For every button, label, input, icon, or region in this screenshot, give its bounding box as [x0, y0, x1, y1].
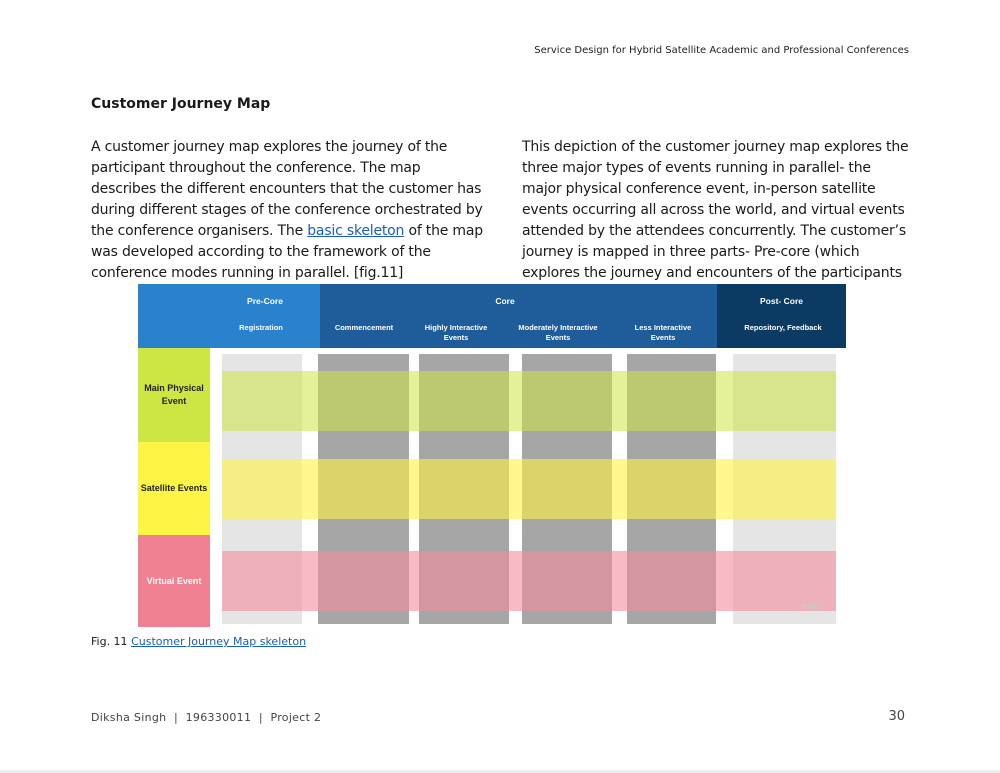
page-bottom-border: [0, 770, 1000, 773]
postcore-header: [717, 284, 846, 348]
main-physical-band: [222, 371, 836, 431]
left-column-text: A customer journey map explores the jour…: [91, 137, 483, 284]
stage-label: Repository, Feedback: [744, 323, 822, 332]
right-column-text: This depiction of the customer journey m…: [522, 139, 909, 281]
running-header: Service Design for Hybrid Satellite Acad…: [534, 45, 909, 56]
virtual-band: [222, 551, 836, 611]
footer-author: Diksha Singh | 196330011 | Project 2: [91, 711, 322, 724]
stage-label: Less Interactive Events: [634, 323, 692, 342]
stage-label: Highly Interactive Events: [424, 323, 488, 342]
basic-skeleton-link[interactable]: basic skeleton: [307, 223, 405, 239]
row-label-virtual: Virtual Event: [138, 535, 210, 627]
figure-caption: Fig. 11 Customer Journey Map skeleton: [91, 635, 306, 648]
caption-link[interactable]: Customer Journey Map skeleton: [131, 635, 307, 648]
phase-label: Core: [495, 296, 515, 306]
paragraph-text: of the map was developed according to th…: [91, 223, 483, 281]
journey-map-figure: Pre-Core Core Post- Core Registration Co…: [138, 284, 846, 628]
row-label-main-physical: Main Physical Event: [138, 348, 210, 442]
precore-header: [138, 284, 320, 348]
phase-label: Pre-Core: [247, 296, 283, 306]
section-title: Customer Journey Map: [91, 96, 271, 112]
phase-label: Post- Core: [760, 296, 803, 306]
core-header: [320, 284, 717, 348]
paragraph-text: A customer journey map explores the jour…: [91, 139, 483, 239]
miro-watermark: miro: [802, 601, 820, 611]
page-number: 30: [888, 709, 905, 724]
stage-label: Registration: [239, 323, 283, 332]
caption-label: Fig. 11: [91, 635, 132, 648]
satellite-band: [222, 459, 836, 519]
stage-label: Moderately Interactive Events: [518, 323, 598, 342]
stage-label: Commencement: [334, 323, 394, 332]
row-label-satellite: Satellite Events: [138, 442, 210, 535]
